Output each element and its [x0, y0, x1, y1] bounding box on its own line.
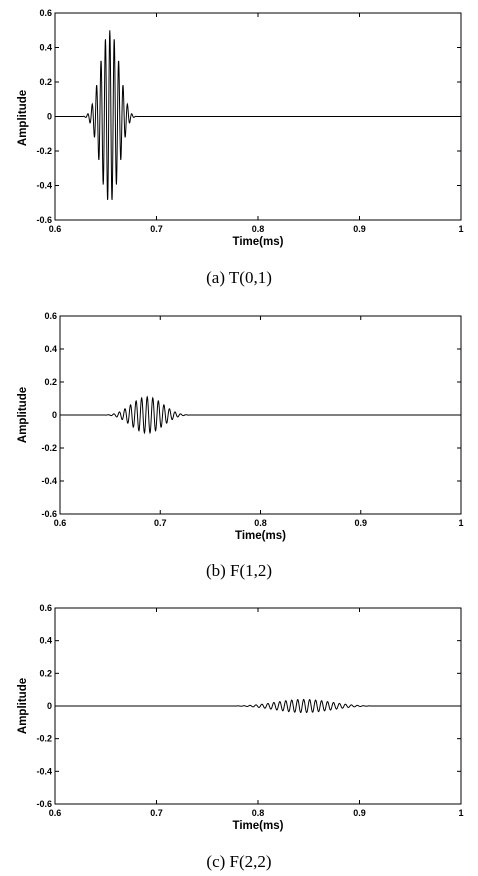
- x-tick-label: 0.9: [353, 808, 366, 818]
- y-tick-label: 0.2: [39, 77, 52, 87]
- figure-caption: (a) T(0,1): [206, 268, 272, 287]
- x-tick-label: 0.6: [54, 518, 67, 528]
- y-tick-label: -0.2: [36, 146, 52, 156]
- y-tick-label: 0: [47, 112, 52, 122]
- y-tick-label: 0.4: [39, 636, 52, 646]
- signal-line: [55, 30, 461, 200]
- y-tick-label: -0.2: [36, 734, 52, 744]
- x-tick-label: 0.8: [252, 808, 265, 818]
- figure-caption: (c) F(2,2): [206, 852, 271, 871]
- y-axis-label: Amplitude: [17, 387, 29, 443]
- x-axis-label: Time(ms): [233, 236, 284, 248]
- y-tick-label: -0.4: [41, 476, 57, 486]
- y-tick-label: 0.6: [44, 311, 57, 321]
- y-tick-label: 0.2: [39, 668, 52, 678]
- x-axis-label: Time(ms): [235, 530, 286, 542]
- y-axis-label: Amplitude: [17, 90, 29, 146]
- x-tick-label: 1: [458, 224, 463, 234]
- y-axis-label: Amplitude: [17, 678, 29, 734]
- signal-line: [55, 698, 461, 714]
- x-tick-label: 0.8: [254, 518, 267, 528]
- chart-panel-1: 0.6 0.7 0.8 0.9 1 0.6 0.4 0.2 0 -0.2 -0.4 -0.6 Time(…: [17, 8, 464, 287]
- y-tick-label: -0.6: [36, 215, 52, 225]
- x-tick-label: 0.7: [150, 808, 163, 818]
- x-tick-label: 0.6: [49, 224, 62, 234]
- x-axis-label: Time(ms): [233, 820, 284, 832]
- chart-panel-2: 0.6 0.7 0.8 0.9 1 0.6 0.4 0.2 0 -0.2 -0.4 -0.6 Time(…: [17, 311, 464, 580]
- y-tick-label: -0.6: [41, 509, 57, 519]
- x-tick-label: 0.6: [49, 808, 62, 818]
- y-tick-label: 0.4: [39, 43, 52, 53]
- x-tick-label: 1: [458, 518, 463, 528]
- y-tick-label: 0: [47, 701, 52, 711]
- x-tick-label: 0.9: [354, 518, 367, 528]
- y-tick-label: -0.4: [36, 181, 52, 191]
- x-tick-label: 0.8: [252, 224, 265, 234]
- chart-panel-3: 0.6 0.7 0.8 0.9 1 0.6 0.4 0.2 0 -0.2 -0.4 -0.6 Time(…: [17, 603, 464, 871]
- figure-caption: (b) F(1,2): [206, 561, 272, 580]
- x-tick-label: 1: [458, 808, 463, 818]
- x-tick-label: 0.7: [150, 224, 163, 234]
- y-tick-label: 0.6: [39, 8, 52, 18]
- y-tick-label: -0.6: [36, 799, 52, 809]
- y-tick-label: 0.6: [39, 603, 52, 613]
- y-tick-label: 0.2: [44, 377, 57, 387]
- y-tick-label: 0.4: [44, 344, 57, 354]
- x-tick-label: 0.7: [154, 518, 167, 528]
- y-tick-label: 0: [52, 410, 57, 420]
- y-tick-label: -0.4: [36, 766, 52, 776]
- signal-line: [60, 395, 461, 435]
- y-tick-label: -0.2: [41, 443, 57, 453]
- x-tick-label: 0.9: [353, 224, 366, 234]
